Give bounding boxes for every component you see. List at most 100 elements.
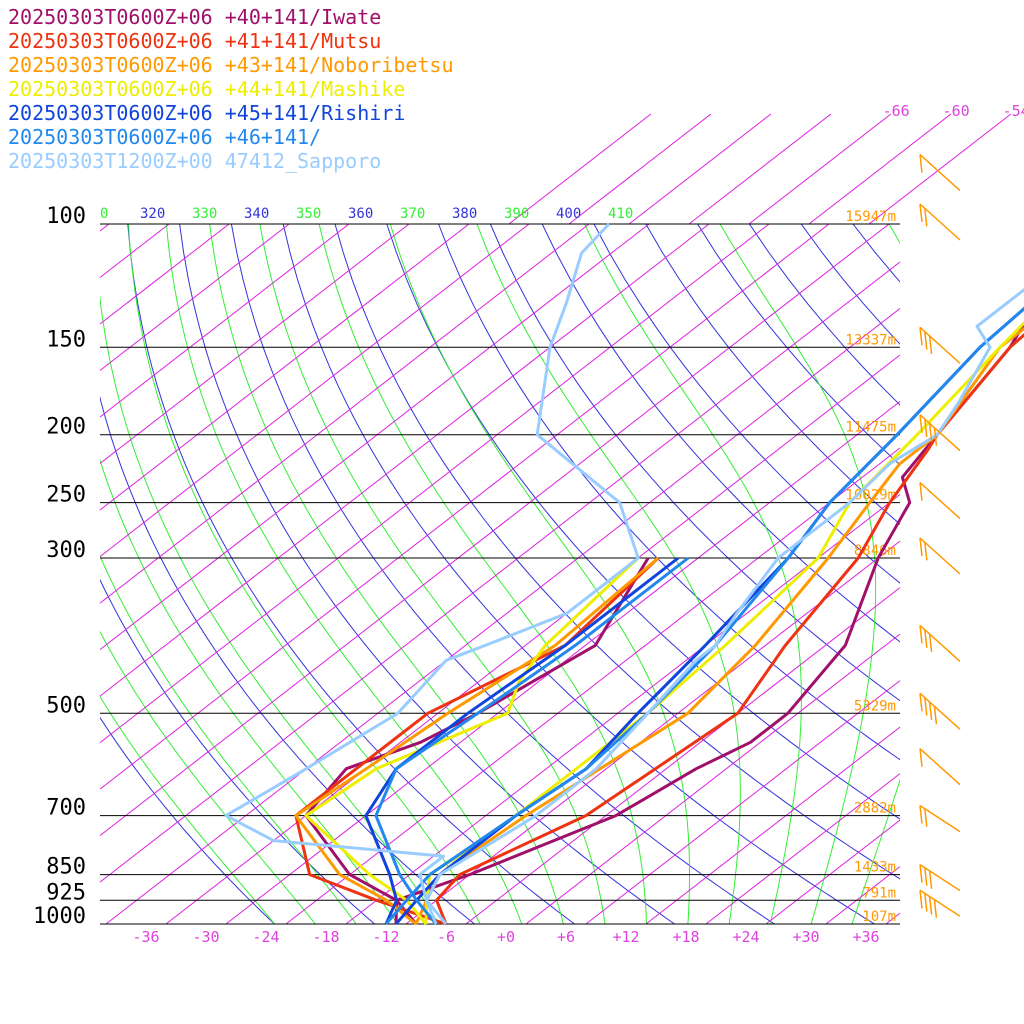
pressure-label: 500: [46, 693, 86, 718]
temperature-tick-label: -12: [372, 928, 399, 946]
dry-adiabat-line: [100, 716, 276, 924]
temperature-tick-label: -30: [192, 928, 219, 946]
dry-adiabat-line: [892, 69, 1024, 939]
temperature-tick-label: +36: [852, 928, 879, 946]
wind-barb: [919, 414, 961, 452]
wind-barb-flag: [928, 896, 933, 915]
series-dewpoint-line: [304, 557, 650, 925]
isotherm-line: [645, 726, 901, 925]
dry-adiabat-line: [645, 224, 900, 525]
moist-adiabat-line: [128, 224, 481, 924]
wind-barb-flag: [919, 864, 923, 883]
isotherm-line: [99, 223, 470, 511]
series-temperature-line: [384, 306, 1024, 925]
wind-barb-flag: [919, 890, 923, 909]
isotherm-line: [99, 261, 901, 883]
series-dewpoint-line: [374, 556, 690, 925]
isotherm-line: [99, 223, 170, 278]
dry-adiabat-line: [127, 224, 576, 924]
isotherm-line: [688, 113, 832, 225]
wind-barb-flag: [924, 808, 928, 827]
wind-barb-flag: [919, 154, 923, 173]
dry-adiabat-line: [100, 395, 476, 924]
wind-barb-flag: [928, 870, 933, 889]
pressure-label: 150: [46, 327, 86, 352]
isotherm-line: [99, 223, 590, 604]
wind-barb-flag: [933, 899, 938, 918]
legend: 20250303T0600Z+06 +40+141/Iwate20250303T…: [8, 5, 454, 173]
dry-adiabat-line: [541, 224, 900, 643]
wind-barb-flag: [919, 414, 923, 433]
temperature-tick-label: +24: [732, 928, 759, 946]
legend-entry: 20250303T0600Z+06 +43+141/Noboribetsu: [8, 53, 454, 77]
wind-barb-flag: [919, 327, 923, 346]
pressure-label: 100: [46, 204, 86, 229]
dry-adiabat-line: [334, 224, 900, 880]
skew-temperature-labels: -66-60-54-48: [883, 102, 1024, 120]
series-temperature-line: [414, 326, 1024, 925]
height-label: 2882m: [854, 801, 896, 817]
legend-entry: 20250303T0600Z+06 +46+141/: [8, 125, 321, 149]
wind-barb-flag: [933, 427, 938, 446]
dry-adiabat-line: [937, 69, 1024, 939]
skew-temperature-label: -54: [1003, 102, 1024, 120]
height-label: 15947m: [845, 209, 896, 225]
height-label: 11475m: [845, 420, 896, 436]
pressure-label: 700: [46, 796, 86, 821]
wind-barb-flag: [924, 418, 928, 438]
height-label: 791m: [862, 885, 896, 901]
temperature-tick-label: +30: [792, 928, 819, 946]
wind-barb: [919, 203, 961, 241]
legend-entry: 20250303T0600Z+06 +41+141/Mutsu: [8, 29, 381, 53]
height-label: 13337m: [845, 332, 896, 348]
moist-adiabat-line: [476, 224, 741, 924]
moist-adiabat-line: [100, 555, 357, 924]
height-labels: 15947m13337m11475m10029m8846m5329m2882m1…: [845, 209, 896, 925]
isotherm-line: [99, 223, 350, 418]
temperature-tick-label: +0: [497, 928, 515, 946]
wind-barb-flag: [924, 331, 928, 350]
skew-temperature-label: -66: [883, 102, 910, 120]
dry-adiabats: [100, 69, 1024, 939]
isotherm-line: [868, 113, 1012, 225]
series-temperature-line: [425, 287, 1024, 925]
wind-barb: [919, 692, 961, 730]
wind-barb: [919, 326, 961, 364]
pressure-label: 200: [46, 415, 86, 440]
wind-barb-flag: [919, 748, 923, 767]
isotherm-line: [99, 223, 650, 650]
wind-barb: [919, 804, 961, 833]
isotherm-line: [508, 113, 652, 225]
dry-adiabat-line: [982, 69, 1024, 939]
moist-adiabat-line: [100, 458, 398, 924]
isotherm-line: [465, 587, 901, 925]
wind-barb: [919, 482, 961, 520]
theta-label: 350: [296, 206, 321, 222]
moist-adiabat-line: [165, 224, 523, 924]
isotherm-line: [99, 223, 110, 232]
wind-barb-flag: [919, 693, 923, 712]
wind-barb-flag: [924, 208, 928, 227]
dry-adiabat-line: [803, 69, 1024, 939]
wind-barb-flag: [928, 634, 933, 653]
moist-adiabat-line: [584, 224, 802, 924]
series-dewpoint-line: [364, 556, 680, 925]
moist-adiabat-line: [100, 630, 316, 924]
isotherm-line: [748, 113, 892, 225]
temperature-tick-label: -24: [252, 928, 279, 946]
height-label: 5329m: [854, 698, 896, 714]
height-label: 107m: [862, 909, 896, 925]
theta-label: 370: [400, 206, 425, 222]
theta-label: 400: [556, 206, 581, 222]
isotherm-line: [99, 223, 410, 464]
moist-adiabat-line: [209, 224, 564, 924]
dry-adiabat-line: [386, 224, 900, 820]
wind-barbs: [919, 154, 961, 918]
height-label: 1433m: [854, 860, 896, 876]
temperature-tick-label: +6: [557, 928, 575, 946]
theta-label: 410: [608, 206, 633, 222]
isotherm-line: [99, 223, 890, 836]
legend-entry: 20250303T1200Z+00 47412_Sapporo: [8, 149, 381, 173]
